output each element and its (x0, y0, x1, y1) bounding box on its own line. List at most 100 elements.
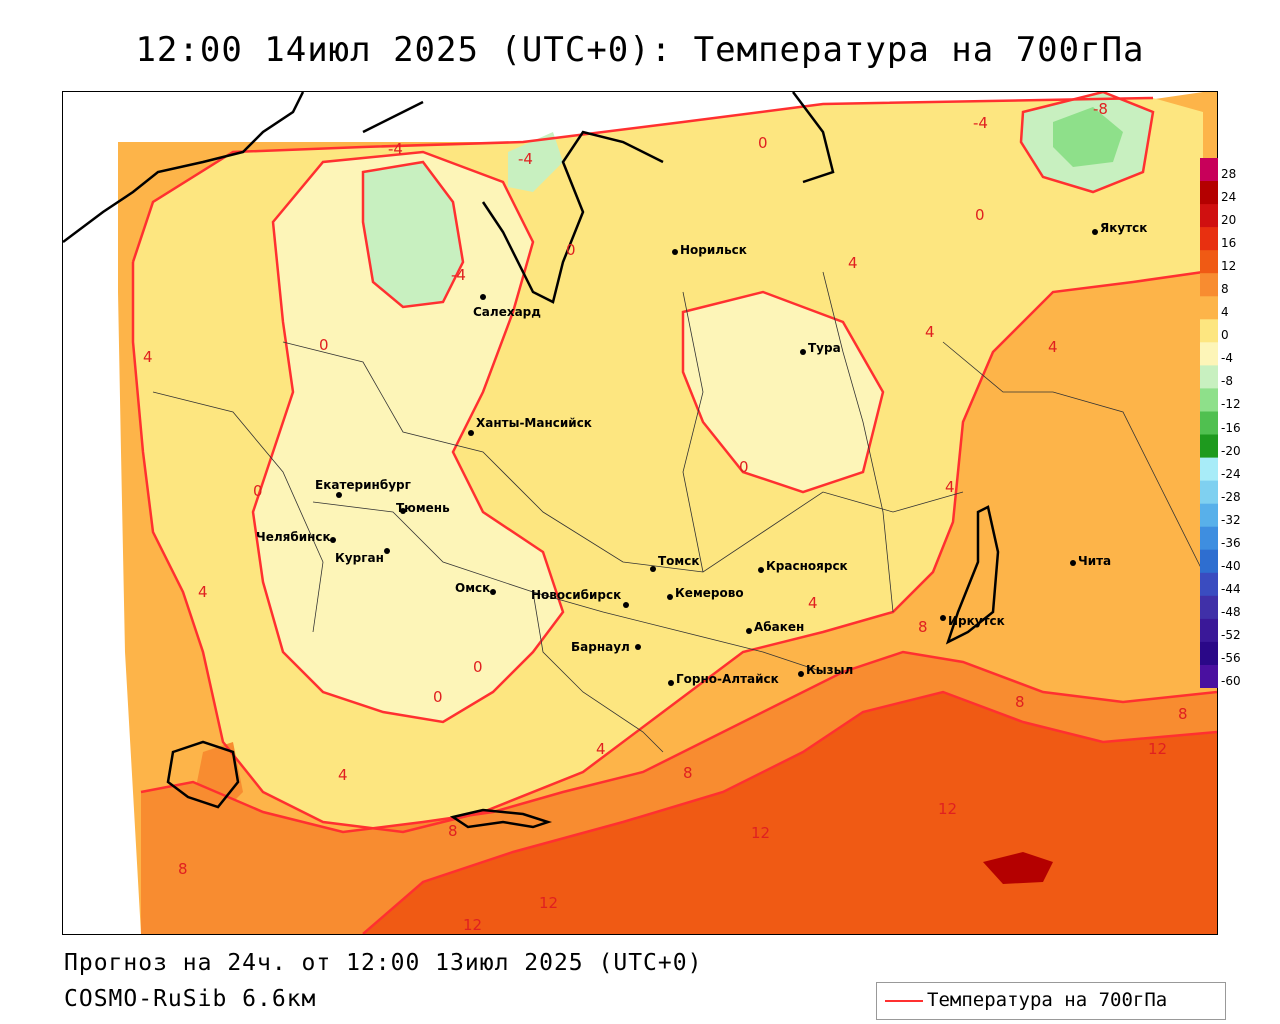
colorbar-segment (1200, 618, 1218, 643)
colorbar-segment (1200, 204, 1218, 228)
colorbar-tick-label: -16 (1221, 420, 1241, 435)
contour-label: 8 (178, 860, 188, 878)
colorbar-tick-label: -4 (1221, 351, 1233, 366)
contour-label: 12 (463, 916, 482, 934)
colorbar-segment (1200, 296, 1218, 320)
colorbar-tick-label: -40 (1221, 558, 1241, 573)
colorbar-tick-label: 8 (1221, 282, 1229, 297)
contour-label: 0 (473, 658, 483, 676)
city-label: Челябинск (256, 530, 331, 544)
colorbar-segment (1200, 388, 1218, 412)
city-label: Чита (1078, 554, 1111, 568)
colorbar-tick-label: 12 (1221, 259, 1237, 274)
contour-label: 0 (739, 458, 749, 476)
colorbar-tick-label: -8 (1221, 374, 1233, 389)
city-label: Ханты-Мансийск (476, 416, 592, 430)
temperature-map: -8 -4 -4 -4 -4 0 0 0 0 0 0 0 0 4 4 4 4 4… (63, 92, 1217, 934)
colorbar-tick-label: 0 (1221, 328, 1229, 343)
colorbar-tick-label: -28 (1221, 489, 1241, 504)
city-label: Якутск (1100, 221, 1147, 235)
coastlines (63, 92, 1000, 829)
contour-label: 12 (938, 800, 957, 818)
city-label: Кызыл (806, 663, 853, 677)
colorbar-segment (1200, 273, 1218, 297)
contour-label: 12 (539, 894, 558, 912)
legend-label: Температура на 700гПа (927, 989, 1168, 1011)
colorbar-tick-label: 20 (1221, 213, 1237, 228)
contour-label: 0 (319, 336, 329, 354)
cities: Норильск Якутск Салехард Тура Ханты-Манс… (256, 221, 1147, 686)
city-label: Красноярск (766, 559, 848, 573)
map-area[interactable]: -8 -4 -4 -4 -4 0 0 0 0 0 0 0 0 4 4 4 4 4… (62, 91, 1218, 935)
colorbar-tick-label: -24 (1221, 466, 1241, 481)
contour-label: 4 (808, 594, 818, 612)
contour-label: 4 (945, 478, 955, 496)
colorbar-segment (1200, 526, 1218, 551)
city-label: Абакен (754, 620, 804, 634)
colorbar-tick-label: -44 (1221, 581, 1241, 596)
contour-label: 4 (848, 254, 858, 272)
colorbar-segment (1200, 595, 1218, 620)
city-label: Иркутск (948, 614, 1005, 628)
colorbar-segment (1200, 181, 1218, 205)
contour-label: 4 (925, 323, 935, 341)
colorbar-segment (1200, 227, 1218, 251)
model-info: COSMO-RuSib 6.6км (64, 986, 317, 1012)
city-label: Тура (808, 341, 841, 355)
city-label: Омск (455, 581, 490, 595)
city-label: Барнаул (571, 640, 630, 654)
colorbar-segment (1200, 572, 1218, 597)
contour-label: 4 (143, 348, 153, 366)
legend-line-swatch (885, 1000, 923, 1002)
colorbar-tick-label: 16 (1221, 236, 1237, 251)
colorbar-segment (1200, 342, 1218, 366)
contour-label: 0 (433, 688, 443, 706)
contour-labels: -8 -4 -4 -4 -4 0 0 0 0 0 0 0 0 4 4 4 4 4… (143, 100, 1188, 934)
contour-label: 8 (448, 822, 458, 840)
colorbar-segment (1200, 457, 1218, 482)
colorbar-segment (1200, 158, 1218, 182)
contour-label: -4 (518, 150, 533, 168)
colorbar-segment (1200, 503, 1218, 528)
colorbar-tick-label: 28 (1221, 167, 1237, 181)
colorbar-tick-label: -20 (1221, 443, 1241, 458)
colorbar-tick-label: -60 (1221, 674, 1241, 688)
contour-label: 4 (198, 583, 208, 601)
legend: Температура на 700гПа (876, 982, 1226, 1020)
map-title: 12:00 14июл 2025 (UTC+0): Температура на… (135, 30, 1145, 70)
contour-label: 0 (758, 134, 768, 152)
field-minus4-0 (253, 152, 563, 722)
colorbar-segment (1200, 365, 1218, 389)
contour-label: 12 (1148, 740, 1167, 758)
colorbar-segment (1200, 319, 1218, 343)
city-label: Тюмень (396, 501, 450, 515)
contour-label: 0 (253, 482, 263, 500)
contour-label: 8 (1015, 693, 1025, 711)
contour-label: 4 (1048, 338, 1058, 356)
city-label: Томск (658, 554, 700, 568)
city-label: Норильск (680, 243, 747, 257)
colorbar-segment (1200, 434, 1218, 458)
isotherms (131, 92, 1217, 934)
colorbar-tick-label: -48 (1221, 604, 1241, 619)
colorbar-segment (1200, 665, 1218, 689)
colorbar-tick-label: 24 (1221, 190, 1237, 204)
city-label: Горно-Алтайск (676, 672, 779, 686)
colorbar-segment (1200, 480, 1218, 505)
city-label: Екатеринбург (315, 478, 411, 492)
contour-label: 8 (1178, 705, 1188, 723)
contour-label: -4 (451, 266, 466, 284)
contour-label: -4 (388, 140, 403, 158)
forecast-info: Прогноз на 24ч. от 12:00 13июл 2025 (UTC… (64, 950, 703, 976)
contour-label: 8 (683, 764, 693, 782)
colorbar-tick-label: -32 (1221, 512, 1241, 527)
colorbar-tick-label: 4 (1221, 305, 1229, 320)
colorbar (1200, 158, 1218, 689)
contour-label: 0 (566, 241, 576, 259)
colorbar-segment (1200, 411, 1218, 435)
contour-label: 12 (751, 824, 770, 842)
city-label: Новосибирск (531, 588, 621, 602)
city-label: Кемерово (675, 586, 744, 600)
colorbar-segment (1200, 641, 1218, 666)
colorbar-tick-label: -12 (1221, 397, 1241, 412)
